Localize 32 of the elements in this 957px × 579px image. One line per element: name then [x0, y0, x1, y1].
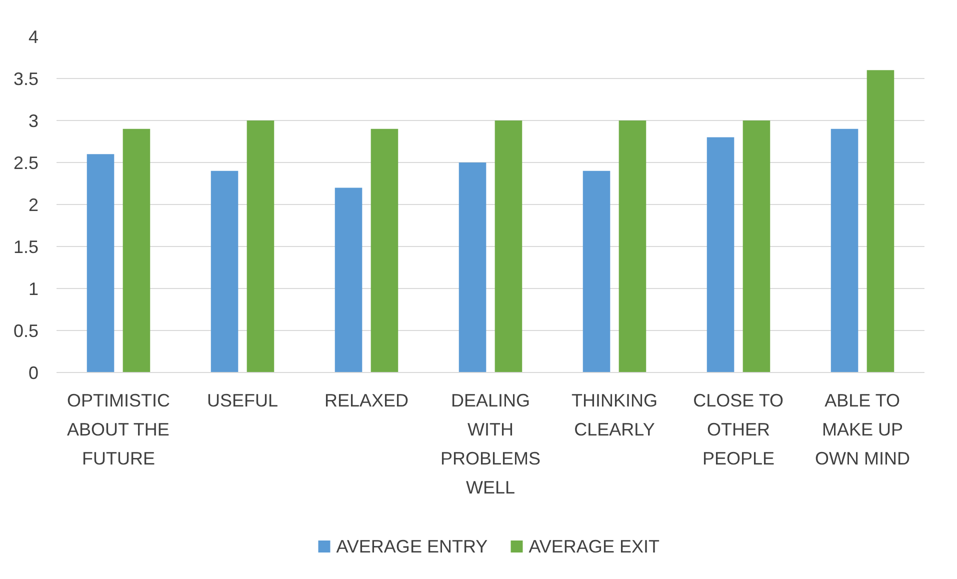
y-tick-label: 1.5: [13, 237, 39, 257]
y-tick-label: 4: [28, 27, 39, 47]
bar: [742, 120, 770, 372]
y-tick-label: 0.5: [13, 321, 39, 341]
bar: [706, 137, 734, 372]
x-tick-label: THINKING CLEARLY: [572, 390, 658, 440]
y-tick-label: 0: [28, 363, 39, 383]
legend-label: AVERAGE EXIT: [528, 536, 660, 556]
bar: [830, 128, 858, 372]
bar: [370, 128, 398, 372]
bar: [334, 188, 362, 372]
bar: [210, 170, 238, 372]
bar: [246, 120, 274, 372]
x-tick-label: OPTIMISTIC ABOUT THE FUTURE: [66, 390, 170, 468]
y-tick-label: 2: [28, 195, 39, 215]
y-tick-label: 1: [28, 279, 39, 299]
bar: [458, 162, 486, 372]
bar: [122, 128, 150, 372]
x-tick-label: CLOSE TO OTHER PEOPLE: [693, 390, 784, 468]
bar: [494, 120, 522, 372]
bar: [866, 70, 894, 372]
x-tick-label: DEALING WITH PROBLEMS WELL: [440, 390, 541, 498]
bar: [618, 120, 646, 372]
y-tick-label: 3: [28, 111, 39, 131]
legend-label: AVERAGE ENTRY: [336, 536, 488, 556]
y-tick-label: 3.5: [13, 69, 39, 89]
x-tick-label: RELAXED: [324, 390, 409, 410]
bar: [582, 170, 610, 372]
bar: [86, 154, 114, 372]
x-tick-label: USEFUL: [206, 390, 278, 410]
x-tick-label: ABLE TO MAKE UP OWN MIND: [815, 390, 910, 468]
y-tick-label: 2.5: [13, 153, 39, 173]
